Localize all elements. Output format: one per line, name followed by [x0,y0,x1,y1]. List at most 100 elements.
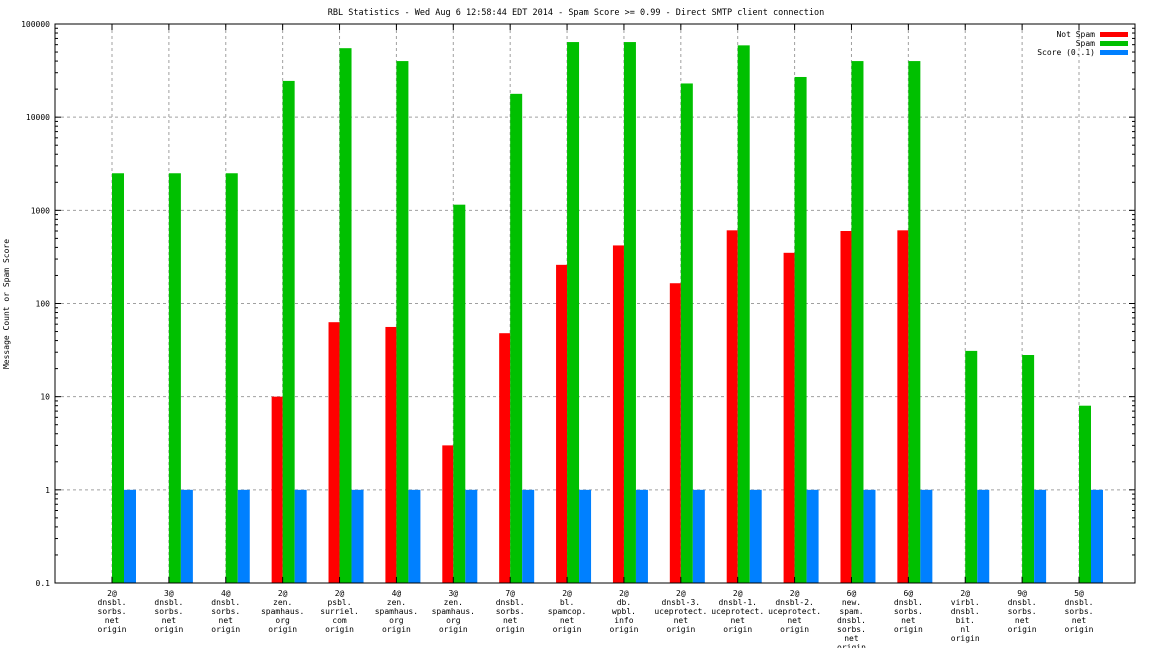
x-tick-label-line: sorbs. [837,625,866,634]
x-tick-label-line: 2@ [562,589,572,598]
x-tick-label-line: uceprotect. [768,607,821,616]
legend-label: Spam [1076,39,1095,48]
bar-score [294,489,307,583]
bar-spam [1079,405,1091,583]
x-tick-label-line: origin [98,625,127,634]
y-tick-label: 1000 [31,206,50,215]
y-axis-label: Message Count or Spam Score [2,239,11,369]
x-tick-label-line: origin [325,625,354,634]
bar-not-spam [385,326,397,583]
legend-swatch [1100,32,1128,37]
x-tick-label-line: uceprotect. [711,607,764,616]
y-tick-label: 1 [45,486,50,495]
x-tick-label-line: net [1072,616,1087,625]
x-tick-label-line: 2@ [278,589,288,598]
x-tick-label-line: net [787,616,802,625]
y-tick-label: 10000 [26,113,50,122]
bar-spam [737,45,750,584]
x-tick-label-line: net [105,616,120,625]
x-tick-label-line: spamhaus. [375,607,418,616]
x-tick-label-line: sorbs. [154,607,183,616]
x-tick-label-line: sorbs. [98,607,127,616]
x-tick-label-line: origin [211,625,240,634]
x-tick-label-line: surriel. [320,607,359,616]
x-tick-label-line: 2@ [676,589,686,598]
x-tick-label-line: bl. [560,598,574,607]
x-tick-label-line: origin [382,625,411,634]
axes [54,23,1136,584]
x-tick-label-line: spamcop. [548,607,587,616]
x-tick-label-line: origin [666,625,695,634]
x-tick-label-line: sorbs. [1065,607,1094,616]
bar-score [1034,489,1047,583]
bar-score [465,489,478,583]
x-tick-label-line: 5@ [1074,589,1084,598]
x-tick-label-line: dnsbl. [951,607,980,616]
bar-spam [851,61,864,583]
bar-score [408,489,421,583]
bar-spam [567,42,580,584]
x-tick-label-line: 6@ [847,589,857,598]
x-tick-label-line: origin [894,625,923,634]
x-tick-label-line: net [674,616,689,625]
bar-score [351,489,364,583]
plot-border [54,23,1136,584]
x-tick-label-line: org [389,616,404,625]
x-tick-label-line: org [275,616,290,625]
bar-not-spam [897,230,909,583]
bar-spam [794,76,807,584]
x-tick-label-line: 2@ [107,589,117,598]
bar-spam [453,204,466,583]
x-tick-label-line: virbl. [951,598,980,607]
x-tick-label-line: spam. [839,607,863,616]
bar-score [579,489,592,583]
bar-score [1091,489,1103,583]
x-tick-label-line: 2@ [619,589,629,598]
bar-score [635,489,648,583]
x-tick-label-line: wpbl. [612,607,636,616]
legend-label: Score (0..1) [1037,48,1095,57]
bar-not-spam [726,230,738,583]
x-tick-label-line: dnsbl. [1065,598,1094,607]
bar-spam [965,350,978,583]
x-tick-label-line: origin [496,625,525,634]
bar-not-spam [271,396,283,583]
x-tick-label-line: sorbs. [496,607,525,616]
y-tick-label: 0.1 [36,579,51,588]
x-tick-label-line: dnsbl-1. [718,598,757,607]
x-tick-label-line: dnsbl-2. [775,598,814,607]
bar-score [806,489,819,583]
bar-spam [282,80,295,583]
bar-spam [225,173,238,583]
x-tick-label-line: 3@ [164,589,174,598]
x-tick-label-line: dnsbl. [496,598,525,607]
x-tick-label-line: zen. [444,598,463,607]
x-tick-label-line: origin [439,625,468,634]
x-tick-label-line: 4@ [221,589,231,598]
x-tick-label-line: net [844,634,859,643]
x-tick-label-line: origin [1008,625,1037,634]
y-tick-labels: 0.1 1 10 100 1000 10000 100000 [21,20,50,588]
bar-score [522,489,535,583]
x-tick-label-line: dnsbl. [894,598,923,607]
x-tick-label-line: uceprotect. [654,607,707,616]
x-tick-label-line: 6@ [904,589,914,598]
x-tick-label-line: new. [842,598,861,607]
x-tick-label-line: sorbs. [894,607,923,616]
x-tick-label-line: nl [960,625,970,634]
x-tick-label-line: net [730,616,745,625]
x-tick-label-line: dnsbl. [837,616,866,625]
bar-not-spam [840,231,852,583]
x-tick-label-line: dnsbl-3. [662,598,701,607]
x-tick-label-line: origin [723,625,752,634]
